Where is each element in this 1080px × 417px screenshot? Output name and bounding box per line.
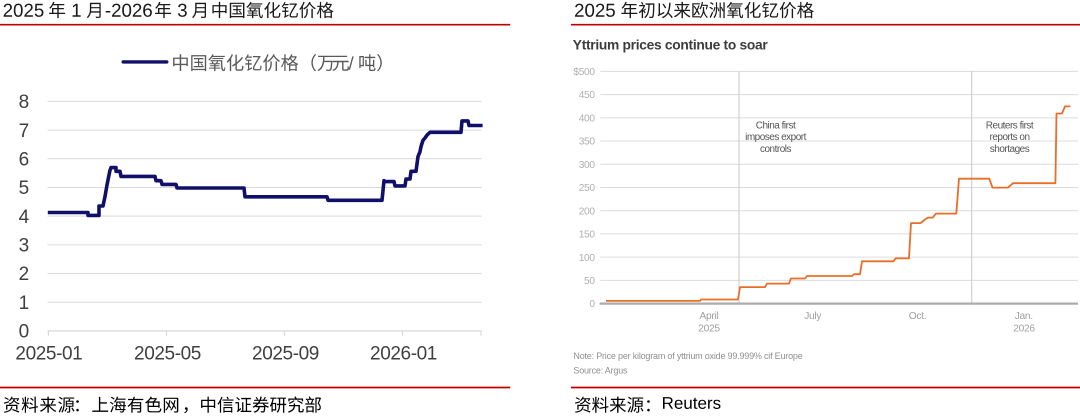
- svg-text:2025-01: 2025-01: [15, 344, 82, 365]
- svg-text:Jan.: Jan.: [1015, 311, 1033, 322]
- svg-text:150: 150: [579, 230, 596, 241]
- svg-text:3: 3: [19, 236, 30, 257]
- svg-text:2025-05: 2025-05: [134, 344, 201, 365]
- svg-text:2025-09: 2025-09: [252, 344, 319, 365]
- svg-text:Note: Price per kilogram of yt: Note: Price per kilogram of yttrium oxid…: [573, 351, 802, 361]
- svg-text:Yttrium prices continue to soa: Yttrium prices continue to soar: [573, 37, 769, 52]
- svg-text:100: 100: [579, 253, 596, 264]
- svg-text:4: 4: [19, 207, 30, 228]
- svg-text:Oct.: Oct.: [909, 311, 926, 322]
- svg-text:shortages: shortages: [990, 144, 1030, 155]
- svg-text:250: 250: [579, 183, 596, 194]
- svg-text:April: April: [700, 311, 719, 322]
- svg-text:0: 0: [19, 322, 30, 343]
- svg-text:2: 2: [19, 264, 30, 285]
- svg-text:300: 300: [579, 160, 596, 171]
- svg-text:200: 200: [579, 206, 596, 217]
- svg-text:imposes export: imposes export: [745, 132, 807, 143]
- svg-text:5: 5: [19, 178, 30, 199]
- svg-text:8: 8: [19, 92, 30, 113]
- svg-text:Source: Argus: Source: Argus: [573, 366, 628, 376]
- svg-text:2025: 2025: [698, 324, 720, 335]
- svg-text:July: July: [804, 311, 822, 322]
- svg-text:Reuters first: Reuters first: [986, 120, 1034, 131]
- svg-text:reports on: reports on: [989, 132, 1029, 143]
- svg-text:controls: controls: [760, 144, 792, 155]
- svg-text:400: 400: [579, 113, 596, 124]
- svg-text:2026: 2026: [1013, 324, 1035, 335]
- svg-text:50: 50: [584, 276, 595, 287]
- svg-text:7: 7: [19, 121, 30, 142]
- svg-text:1: 1: [19, 293, 30, 314]
- svg-text:$500: $500: [573, 67, 595, 78]
- svg-text:350: 350: [579, 137, 596, 148]
- svg-text:450: 450: [579, 90, 596, 101]
- svg-text:2026-01: 2026-01: [370, 344, 437, 365]
- svg-text:China first: China first: [756, 120, 796, 131]
- svg-text:0: 0: [589, 299, 595, 310]
- svg-text:6: 6: [19, 150, 30, 171]
